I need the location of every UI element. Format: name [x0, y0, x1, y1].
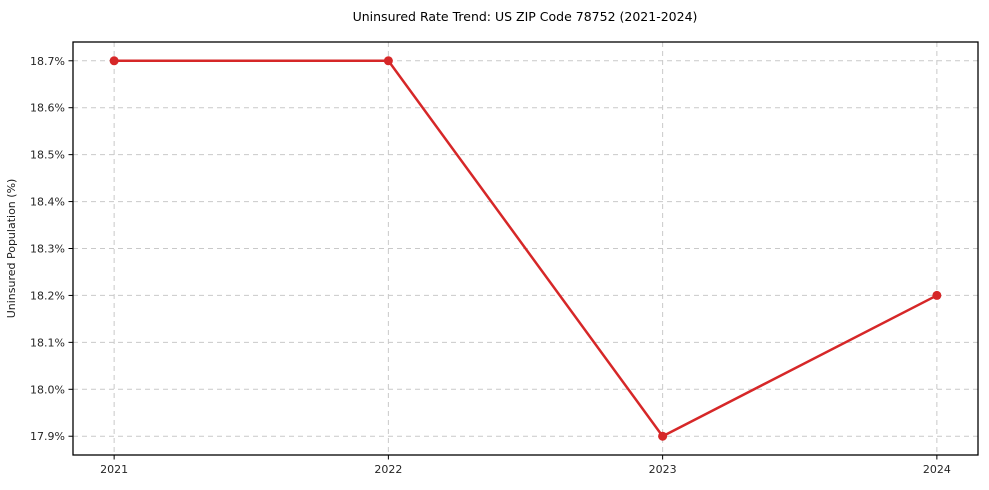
data-point-2024 [932, 290, 942, 300]
trend-line [112, 59, 939, 438]
chart-title: Uninsured Rate Trend: US ZIP Code 78752 … [353, 9, 698, 24]
axes-layer [68, 41, 979, 460]
x-tick-label: 2024 [923, 463, 951, 476]
gridlines-layer [73, 42, 978, 455]
tick-labels-layer: 17.9% 18.0% 18.1% 18.2% 18.3% 18.4% 18.5% 18.6%… [30, 55, 951, 476]
y-tick-label: 18.3% [30, 243, 65, 256]
x-tick-label: 2023 [649, 463, 677, 476]
y-tick-label: 18.4% [30, 196, 65, 209]
axes-spines [72, 41, 979, 456]
data-point-2023 [658, 431, 668, 441]
data-point-2022 [383, 56, 393, 66]
y-tick-label: 18.7% [30, 55, 65, 68]
series-layer [109, 56, 942, 441]
data-point-2021 [109, 56, 119, 66]
x-tick-label: 2021 [100, 463, 128, 476]
y-tick-label: 18.5% [30, 149, 65, 162]
y-tick-label: 18.1% [30, 336, 65, 349]
y-tick-label: 18.2% [30, 289, 65, 302]
y-axis-label: Uninsured Population (%) [5, 179, 18, 319]
y-tick-label: 18.6% [30, 102, 65, 115]
y-tick-label: 17.9% [30, 430, 65, 443]
x-tick-label: 2022 [374, 463, 402, 476]
y-tick-label: 18.0% [30, 383, 65, 396]
